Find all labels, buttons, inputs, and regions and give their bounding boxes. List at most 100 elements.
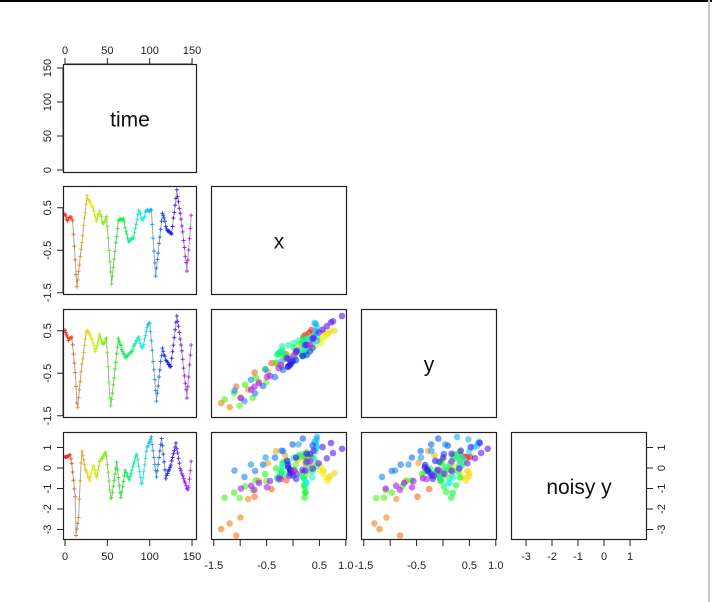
plus-marker bbox=[95, 343, 100, 348]
scatter-point bbox=[292, 454, 300, 461]
scatter-point bbox=[255, 379, 263, 387]
scatter-point bbox=[457, 447, 465, 455]
plus-marker bbox=[92, 212, 97, 217]
scatter-point bbox=[440, 454, 447, 461]
plus-marker bbox=[162, 467, 167, 472]
scatter-point bbox=[448, 458, 456, 465]
panel-content bbox=[63, 187, 194, 289]
plus-marker bbox=[68, 214, 73, 219]
panel-2-2: y bbox=[360, 308, 498, 419]
scatter-point bbox=[301, 488, 309, 496]
plus-marker bbox=[103, 450, 108, 455]
window-right-border bbox=[708, 0, 710, 602]
plus-marker bbox=[150, 442, 155, 447]
plus-marker bbox=[88, 475, 93, 480]
plus-marker bbox=[187, 236, 192, 241]
plus-marker bbox=[120, 484, 125, 489]
plus-marker bbox=[117, 483, 122, 488]
scatter-point bbox=[428, 447, 435, 455]
plus-marker bbox=[183, 254, 188, 259]
plus-marker bbox=[78, 254, 83, 259]
plus-marker bbox=[159, 436, 164, 441]
scatter-point bbox=[477, 449, 485, 457]
plus-marker bbox=[140, 481, 145, 486]
scatter-point bbox=[221, 396, 228, 403]
plus-marker bbox=[159, 353, 164, 358]
plus-marker bbox=[177, 461, 182, 466]
plus-marker bbox=[105, 350, 110, 355]
plus-marker bbox=[87, 331, 92, 336]
tick-label: 0.5 bbox=[42, 200, 54, 215]
plus-marker bbox=[122, 352, 127, 357]
tick-label: -1.5 bbox=[204, 560, 223, 572]
plus-marker bbox=[106, 470, 111, 475]
plus-marker bbox=[131, 235, 136, 240]
scatter-point bbox=[241, 473, 248, 481]
scatter-point bbox=[261, 470, 269, 478]
plus-marker bbox=[119, 489, 124, 494]
plus-marker bbox=[120, 349, 125, 354]
plus-marker bbox=[79, 362, 84, 366]
scatter-point bbox=[376, 525, 383, 533]
scatter-point bbox=[447, 494, 455, 501]
plus-marker bbox=[168, 463, 173, 468]
plus-marker bbox=[68, 456, 73, 461]
scatter-point bbox=[262, 454, 269, 461]
scatter-point bbox=[299, 352, 306, 360]
scatter-point bbox=[448, 450, 455, 458]
plus-marker bbox=[81, 223, 86, 228]
tick-label: 0 bbox=[42, 167, 54, 173]
plus-marker bbox=[73, 257, 78, 262]
plus-marker bbox=[73, 494, 78, 499]
plus-marker bbox=[91, 209, 96, 214]
plus-marker bbox=[125, 236, 130, 241]
plus-marker bbox=[71, 478, 76, 483]
plus-marker bbox=[133, 226, 138, 231]
plus-marker bbox=[173, 327, 178, 332]
plus-marker bbox=[85, 471, 90, 476]
plus-marker bbox=[74, 272, 79, 277]
tick-label: 0 bbox=[601, 551, 607, 563]
plus-marker bbox=[84, 468, 89, 473]
plus-marker bbox=[179, 224, 184, 229]
plus-marker bbox=[162, 219, 167, 224]
plus-marker bbox=[79, 369, 84, 374]
plus-marker bbox=[179, 343, 184, 348]
tick-label: -1.5 bbox=[42, 283, 54, 302]
plus-marker bbox=[181, 476, 186, 481]
scatter-point bbox=[388, 489, 396, 496]
tick-label: -2 bbox=[656, 504, 668, 514]
panel-grid: time x y noisy y bbox=[62, 63, 648, 541]
plus-marker bbox=[145, 325, 150, 330]
scatter-point bbox=[236, 402, 243, 410]
plus-marker bbox=[188, 468, 193, 473]
plus-marker bbox=[140, 344, 145, 349]
plus-marker bbox=[173, 203, 178, 208]
plus-marker bbox=[72, 487, 77, 492]
plus-marker bbox=[79, 461, 84, 466]
plus-marker bbox=[151, 249, 156, 254]
plus-marker bbox=[80, 356, 85, 361]
plus-marker bbox=[187, 362, 192, 367]
scatter-point bbox=[231, 467, 238, 474]
plus-marker bbox=[171, 216, 176, 221]
tick-label: -3 bbox=[42, 525, 54, 535]
plus-marker bbox=[164, 473, 169, 478]
plus-marker bbox=[124, 232, 129, 237]
scatter-point bbox=[278, 460, 286, 468]
plus-marker bbox=[136, 334, 141, 339]
tick-label: 150 bbox=[183, 45, 201, 57]
scatter-point bbox=[309, 474, 316, 481]
scatter-point bbox=[272, 465, 280, 472]
scatter-point bbox=[323, 322, 331, 330]
scatter-point bbox=[251, 467, 259, 475]
scatter-point bbox=[292, 461, 300, 468]
tick-label: 150 bbox=[183, 551, 201, 563]
plus-marker bbox=[134, 217, 139, 222]
plus-marker bbox=[111, 484, 116, 489]
plus-marker bbox=[110, 391, 115, 396]
scatter-point bbox=[301, 467, 309, 475]
scatter-point bbox=[279, 447, 287, 455]
scatter-point bbox=[372, 494, 380, 502]
scatter-point bbox=[460, 455, 467, 462]
